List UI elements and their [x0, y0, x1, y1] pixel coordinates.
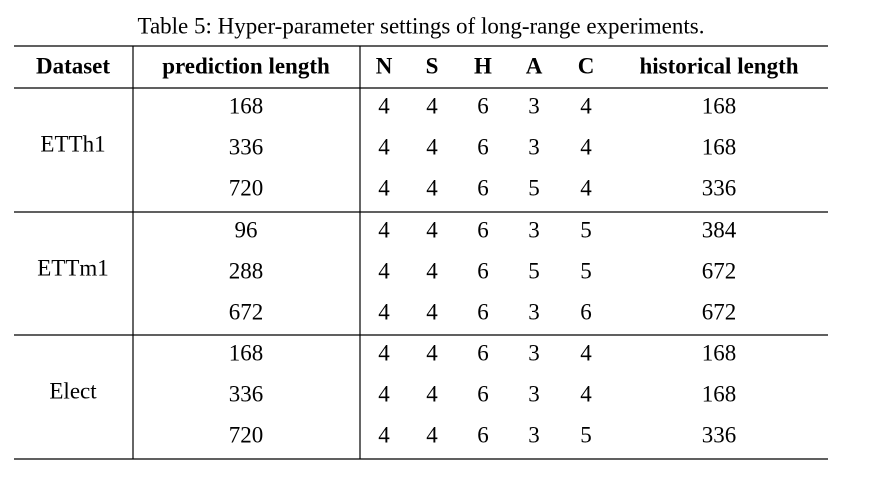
header-cell: N	[376, 53, 393, 78]
table-cell: 3	[528, 299, 540, 324]
table-cell: 672	[702, 258, 737, 283]
header-cell: Dataset	[36, 53, 110, 78]
caption: Table 5: Hyper-parameter settings of lon…	[138, 13, 705, 38]
table-cell: 6	[477, 217, 489, 242]
table-cell: 4	[580, 340, 592, 365]
table-cell: 4	[378, 258, 390, 283]
table-cell: 3	[528, 340, 540, 365]
table-cell: 720	[229, 175, 264, 200]
table-cell: 384	[702, 217, 737, 242]
table-cell: 96	[235, 217, 258, 242]
table-cell: 6	[477, 134, 489, 159]
table-cell: 4	[580, 175, 592, 200]
table-cell: 4	[378, 422, 390, 447]
table-cell: 5	[580, 422, 592, 447]
table-cell: 6	[477, 299, 489, 324]
table-cell: 336	[702, 422, 737, 447]
table-cell: 5	[580, 217, 592, 242]
table-cell: 168	[229, 340, 264, 365]
header-cell: H	[474, 53, 492, 78]
table-cell: 4	[378, 134, 390, 159]
table-cell: 6	[477, 175, 489, 200]
header-cell: prediction length	[162, 53, 330, 78]
table-cell: 5	[580, 258, 592, 283]
dataset-name: ETTh1	[40, 131, 105, 156]
table-cell: 168	[702, 134, 737, 159]
header-cell: S	[426, 53, 439, 78]
table-cell: 6	[477, 381, 489, 406]
table-cell: 288	[229, 258, 264, 283]
table-cell: 4	[426, 422, 438, 447]
table-cell: 4	[426, 258, 438, 283]
table-cell: 4	[378, 175, 390, 200]
table-cell: 6	[477, 422, 489, 447]
table-cell: 6	[580, 299, 592, 324]
table-cell: 336	[229, 134, 264, 159]
header-cell: historical length	[639, 53, 798, 78]
table-cell: 3	[528, 93, 540, 118]
table-cell: 4	[378, 93, 390, 118]
table-cell: 4	[580, 93, 592, 118]
table-cell: 6	[477, 93, 489, 118]
table-cell: 3	[528, 217, 540, 242]
table-cell: 336	[702, 175, 737, 200]
table-cell: 168	[229, 93, 264, 118]
table-cell: 5	[528, 175, 540, 200]
table-cell: 4	[426, 299, 438, 324]
table-cell: 168	[702, 93, 737, 118]
header-cell: C	[578, 53, 595, 78]
table-cell: 4	[426, 381, 438, 406]
table-cell: 3	[528, 381, 540, 406]
table-cell: 4	[426, 340, 438, 365]
table-cell: 168	[702, 340, 737, 365]
table-cell: 672	[229, 299, 264, 324]
table-cell: 4	[580, 381, 592, 406]
table-cell: 3	[528, 422, 540, 447]
table-cell: 4	[378, 340, 390, 365]
table-cell: 6	[477, 258, 489, 283]
table-cell: 4	[580, 134, 592, 159]
table-cell: 5	[528, 258, 540, 283]
table-cell: 3	[528, 134, 540, 159]
table-cell: 168	[702, 381, 737, 406]
header-cell: A	[526, 53, 543, 78]
table-cell: 6	[477, 340, 489, 365]
table-cell: 4	[378, 381, 390, 406]
table-cell: 4	[378, 299, 390, 324]
table-cell: 336	[229, 381, 264, 406]
table-cell: 4	[426, 134, 438, 159]
table-cell: 4	[426, 217, 438, 242]
dataset-name: ETTm1	[37, 255, 109, 280]
table-cell: 4	[378, 217, 390, 242]
table-cell: 672	[702, 299, 737, 324]
dataset-name: Elect	[49, 378, 97, 403]
table-cell: 4	[426, 93, 438, 118]
table-cell: 720	[229, 422, 264, 447]
table-cell: 4	[426, 175, 438, 200]
